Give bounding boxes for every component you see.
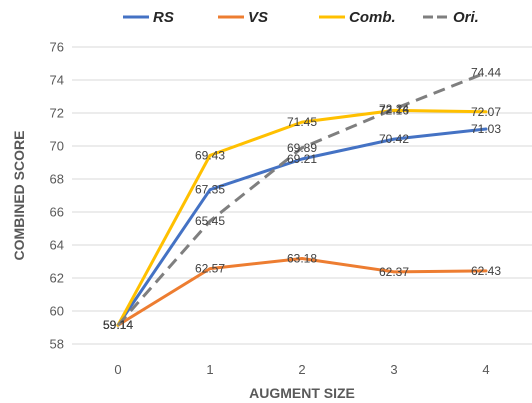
y-tick-label: 62	[50, 271, 64, 286]
series-line-comb	[116, 108, 488, 327]
data-label: 69.43	[195, 148, 225, 162]
y-tick-label: 60	[50, 304, 64, 319]
y-axis-ticks: 58 60 62 64 66 68 70 72 74 76	[50, 40, 64, 352]
legend-label: VS	[248, 9, 268, 26]
series-line-rs	[116, 127, 488, 327]
legend-label: Ori.	[453, 9, 479, 26]
y-tick-label: 76	[50, 40, 64, 55]
data-label: 72.24	[379, 102, 409, 116]
data-label: 71.03	[471, 122, 501, 136]
x-tick-label: 4	[482, 362, 489, 377]
legend-label: RS	[153, 9, 174, 26]
x-tick-label: 1	[206, 362, 213, 377]
data-label: 59.14	[103, 318, 133, 332]
data-label: 59.14	[103, 318, 133, 332]
data-label: 74.44	[471, 66, 501, 80]
data-label: 70.42	[379, 132, 409, 146]
gridlines	[72, 46, 532, 345]
x-axis-title: AUGMENT SIZE	[249, 385, 355, 401]
data-label: 62.37	[379, 265, 409, 279]
data-label: 69.21	[287, 152, 317, 166]
data-label: 62.43	[471, 264, 501, 278]
data-label: 62.57	[195, 262, 225, 276]
x-tick-label: 0	[114, 362, 121, 377]
x-tick-label: 2	[298, 362, 305, 377]
data-label: 59.14	[103, 318, 133, 332]
y-tick-label: 66	[50, 205, 64, 220]
data-label: 69.89	[287, 141, 317, 155]
data-labels: 59.1467.3569.2170.4271.0359.1462.5763.18…	[103, 66, 501, 332]
y-tick-label: 58	[50, 337, 64, 352]
data-label: 59.14	[103, 318, 133, 332]
legend: RS VS Comb. Ori.	[123, 9, 479, 26]
data-label: 67.35	[195, 183, 225, 197]
y-tick-label: 68	[50, 172, 64, 187]
series-lines	[116, 71, 488, 327]
series-line-vs	[116, 257, 488, 327]
data-label: 71.45	[287, 115, 317, 129]
legend-label: Comb.	[349, 9, 396, 26]
data-label: 72.16	[379, 103, 409, 117]
y-tick-label: 74	[50, 73, 64, 88]
data-label: 63.18	[287, 252, 317, 266]
x-tick-label: 3	[390, 362, 397, 377]
y-axis-title: COMBINED SCORE	[11, 131, 27, 261]
series-line-ori	[116, 71, 487, 327]
y-tick-label: 72	[50, 106, 64, 121]
y-tick-label: 70	[50, 139, 64, 154]
x-axis-ticks: 0 1 2 3 4	[114, 362, 489, 377]
data-label: 65.45	[195, 214, 225, 228]
y-tick-label: 64	[50, 238, 64, 253]
data-label: 72.07	[471, 105, 501, 119]
